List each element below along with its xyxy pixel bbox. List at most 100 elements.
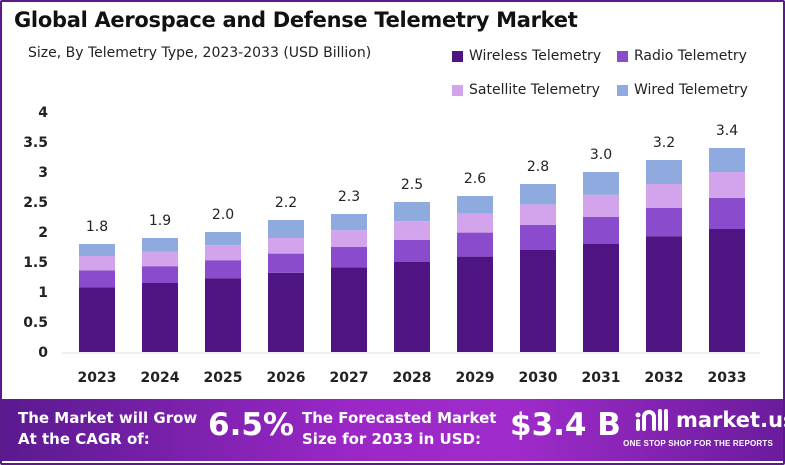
legend-swatch: [452, 84, 463, 96]
legend-label: Wired Telemetry: [634, 82, 748, 98]
y-tick-label: 0.5: [23, 315, 48, 331]
bar-segment: [394, 202, 430, 222]
x-tick-label: 2026: [267, 370, 306, 386]
y-tick-label: 0: [38, 345, 48, 361]
total-label: 2.8: [527, 159, 549, 175]
bar-segment: [457, 256, 493, 352]
x-tick-label: 2029: [456, 370, 495, 386]
bar-segment: [457, 196, 493, 214]
bar-segment: [331, 267, 367, 352]
bar-segment: [646, 236, 682, 352]
cagr-label: The Market will Grow At the CAGR of:: [18, 409, 198, 448]
bar-segment: [79, 244, 115, 256]
chart-title: Global Aerospace and Defense Telemetry M…: [14, 8, 578, 32]
y-tick-label: 3.5: [23, 135, 48, 151]
bar-segment: [709, 172, 745, 198]
total-label: 2.5: [401, 177, 423, 193]
legend-item-wired: Wired Telemetry: [617, 82, 748, 98]
x-tick-label: 2033: [708, 370, 747, 386]
y-tick-label: 4: [38, 105, 48, 121]
legend-swatch: [617, 50, 628, 62]
legend-item-radio: Radio Telemetry: [617, 48, 747, 64]
y-tick-label: 3: [38, 165, 48, 181]
bar-segment: [583, 217, 619, 244]
legend-item-wireless: Wireless Telemetry: [452, 48, 601, 64]
legend-item-satellite: Satellite Telemetry: [452, 82, 600, 98]
bar-segment: [646, 208, 682, 237]
bar-segment: [709, 229, 745, 352]
total-label: 1.9: [149, 213, 171, 229]
legend-swatch: [617, 84, 628, 96]
bar-segment: [205, 278, 241, 352]
x-tick-label: 2025: [204, 370, 243, 386]
bar-segment: [520, 204, 556, 225]
chart-subtitle: Size, By Telemetry Type, 2023-2033 (USD …: [28, 45, 372, 61]
bar-segment: [394, 221, 430, 240]
x-tick-label: 2023: [78, 370, 117, 386]
x-tick-label: 2031: [582, 370, 621, 386]
y-tick-label: 2: [38, 225, 48, 241]
bar-segment: [79, 256, 115, 271]
x-tick-label: 2032: [645, 370, 684, 386]
total-label: 2.6: [464, 171, 486, 187]
total-label: 3.0: [590, 147, 612, 163]
y-tick-label: 2.5: [23, 195, 48, 211]
bar-segment: [520, 184, 556, 205]
total-label: 3.4: [716, 123, 738, 139]
bar-segment: [394, 262, 430, 352]
x-tick-label: 2027: [330, 370, 369, 386]
bar-segment: [457, 232, 493, 257]
bar-segment: [520, 250, 556, 352]
legend-label: Radio Telemetry: [634, 48, 747, 64]
bar-segment: [646, 184, 682, 208]
total-label: 2.0: [212, 207, 234, 223]
y-tick-label: 1: [38, 285, 48, 301]
bar-segment: [142, 266, 178, 283]
bar-segment: [142, 283, 178, 352]
bar-segment: [268, 253, 304, 273]
bar-segment: [142, 238, 178, 252]
stacked-bar-chart: 0 0.5 1 1.5 2 2.5 3 3.5 4 1.8 2023 1.9 2024 2.0 2025 2.…: [23, 105, 760, 386]
bar-segment: [205, 245, 241, 261]
total-label: 1.8: [86, 219, 108, 235]
bar-segment: [583, 194, 619, 217]
logo-text: market.us: [676, 408, 785, 432]
total-label: 2.3: [338, 189, 360, 205]
bar-segment: [583, 244, 619, 352]
forecast-value: $3.4 B: [510, 407, 621, 443]
bar-segment: [331, 214, 367, 231]
bar-segment: [205, 260, 241, 279]
bar-segment: [646, 160, 682, 184]
bar-segment: [583, 172, 619, 195]
legend-label: Wireless Telemetry: [469, 48, 602, 64]
bar-segment: [142, 251, 178, 267]
bar-segment: [79, 270, 115, 288]
bar-segment: [709, 197, 745, 229]
x-tick-label: 2030: [519, 370, 558, 386]
bar-segment: [79, 287, 115, 352]
logo-tagline: ONE STOP SHOP FOR THE REPORTS: [623, 439, 773, 448]
cagr-value: 6.5%: [208, 407, 294, 443]
bar-segment: [268, 272, 304, 352]
total-label: 2.2: [275, 195, 297, 211]
market-us-logo: market.us: [634, 407, 785, 433]
bar-segment: [331, 247, 367, 268]
bar-segment: [520, 224, 556, 250]
bar-segment: [205, 232, 241, 246]
bar-segment: [394, 239, 430, 262]
forecast-label: The Forecasted Market Size for 2033 in US…: [302, 409, 497, 448]
bar-segment: [268, 220, 304, 238]
bar-segment: [268, 238, 304, 254]
bar-segment: [457, 213, 493, 233]
x-tick-label: 2028: [393, 370, 432, 386]
bar-segment: [331, 230, 367, 247]
bar-segment: [709, 148, 745, 172]
y-tick-label: 1.5: [23, 255, 48, 271]
legend-label: Satellite Telemetry: [469, 82, 600, 98]
summary-banner: The Market will Grow At the CAGR of: 6.5%…: [2, 399, 785, 461]
legend-swatch: [452, 50, 463, 62]
total-label: 3.2: [653, 135, 675, 151]
x-tick-label: 2024: [141, 370, 180, 386]
logo-icon: [635, 409, 668, 431]
